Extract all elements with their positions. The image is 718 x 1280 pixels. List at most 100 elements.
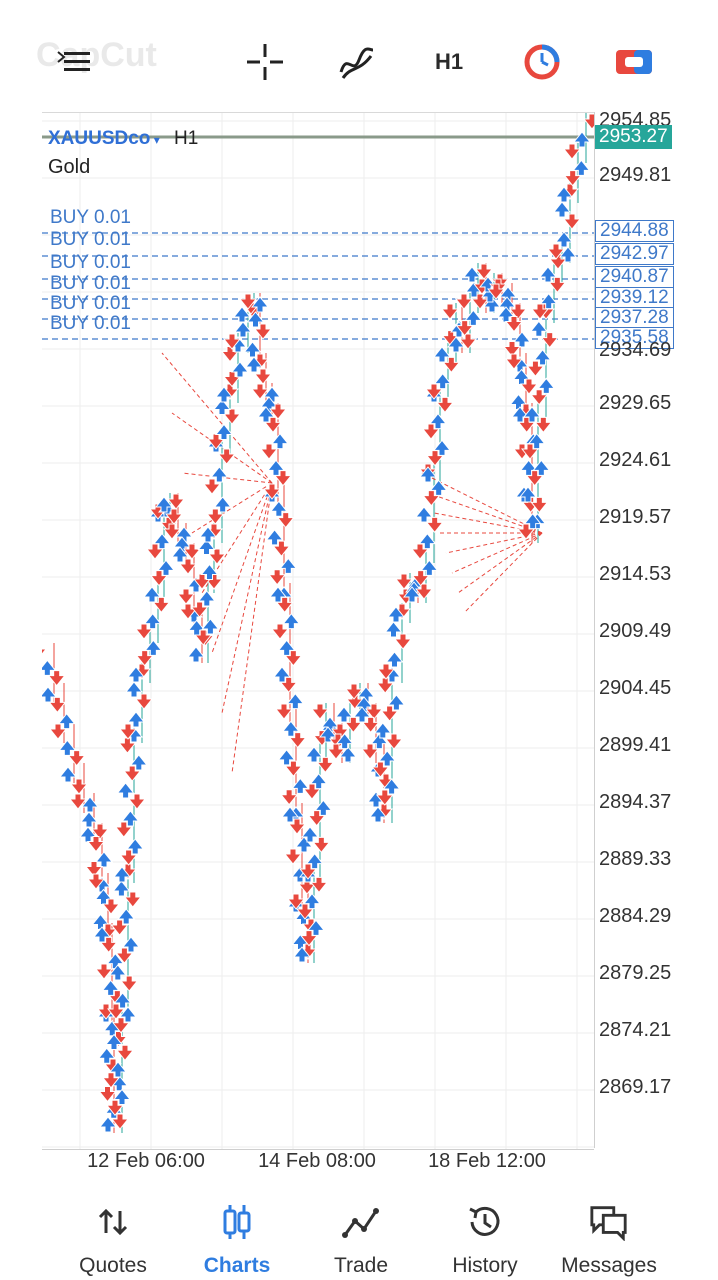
nav-charts[interactable]: Charts <box>172 1180 302 1280</box>
price-chart[interactable] <box>42 113 594 1149</box>
buy-arrow-icon <box>300 826 320 843</box>
price-axis: 2954.85 2953.27 2949.81 2929.65 2924.61 291… <box>594 109 718 1148</box>
nav-messages[interactable]: Messages <box>544 1180 674 1280</box>
nav-quotes[interactable]: Quotes <box>48 1180 178 1280</box>
buy-arrow-icon <box>305 852 324 870</box>
sell-arrow-icon <box>262 483 282 500</box>
nav-trade[interactable]: Trade <box>296 1180 426 1280</box>
position-price-tag: 2937.28 <box>595 307 674 329</box>
buy-arrow-icon <box>302 892 322 910</box>
sell-arrow-icon <box>530 389 549 406</box>
sell-arrow-icon <box>98 1086 117 1103</box>
trade-button[interactable] <box>610 38 658 86</box>
sell-arrow-icon <box>312 836 331 854</box>
sell-arrow-icon <box>474 263 494 280</box>
sell-arrow-icon <box>279 676 298 694</box>
sell-arrow-icon <box>238 293 258 310</box>
sell-arrow-icon <box>508 303 528 320</box>
buy-arrow-icon <box>246 311 265 328</box>
sell-arrow-icon <box>295 903 315 920</box>
buy-arrow-icon <box>428 412 448 430</box>
buy-position-label[interactable]: BUY 0.01 <box>50 229 131 250</box>
sell-arrow-icon <box>123 891 142 908</box>
sell-arrow-icon <box>435 396 455 414</box>
sell-arrow-icon <box>176 588 196 605</box>
buy-arrow-icon <box>266 459 286 476</box>
sell-arrow-icon <box>364 703 384 720</box>
trade-link-line <box>231 482 273 774</box>
price-label: 2869.17 <box>599 1076 672 1098</box>
buy-arrow-icon <box>269 500 288 517</box>
chart-timeframe: H1 <box>174 128 199 149</box>
sell-arrow-icon <box>90 823 110 840</box>
buy-arrow-icon <box>94 851 114 868</box>
sell-arrow-icon <box>68 793 88 810</box>
sell-arrow-icon <box>486 283 506 300</box>
buy-arrow-icon <box>418 466 438 483</box>
sell-arrow-icon <box>270 623 290 640</box>
buy-arrow-icon <box>143 612 162 630</box>
sell-arrow-icon <box>162 523 182 540</box>
buy-arrow-icon <box>529 320 548 337</box>
timer-button[interactable] <box>518 38 566 86</box>
price-label: 2914.53 <box>599 563 672 585</box>
nav-label: Trade <box>333 1254 389 1277</box>
sell-arrow-icon <box>192 573 212 590</box>
sell-arrow-icon <box>504 353 524 370</box>
sell-arrow-icon <box>421 423 441 440</box>
buy-arrow-icon <box>352 706 372 723</box>
sell-arrow-icon <box>182 543 202 560</box>
buy-position-label[interactable]: BUY 0.01 <box>50 252 131 273</box>
sell-arrow-icon <box>440 303 460 320</box>
buy-position-label[interactable]: BUY 0.01 <box>50 273 131 294</box>
buy-position-label[interactable]: BUY 0.01 <box>50 207 131 228</box>
timer-icon <box>524 44 560 80</box>
nav-history[interactable]: History <box>420 1180 550 1280</box>
buy-arrow-icon <box>554 231 574 248</box>
sell-arrow-icon <box>326 743 346 760</box>
sell-arrow-icon <box>48 696 67 714</box>
bottom-nav: Quotes Charts Trade <box>0 1180 718 1280</box>
buy-arrow-icon <box>306 919 326 936</box>
menu-button[interactable] <box>52 38 100 86</box>
sell-arrow-icon <box>287 818 307 835</box>
crosshair-button[interactable] <box>241 38 289 86</box>
buy-arrow-icon <box>539 292 558 310</box>
chart-area[interactable] <box>42 112 594 1150</box>
trade-link-line <box>433 512 543 534</box>
trade-line-icon <box>341 1202 381 1242</box>
sell-arrow-icon <box>360 743 380 760</box>
sell-arrow-icon <box>67 750 86 767</box>
buy-position-label[interactable]: BUY 0.01 <box>50 313 131 334</box>
sell-arrow-icon <box>371 761 390 778</box>
buy-position-label[interactable]: BUY 0.01 <box>50 293 131 314</box>
buy-arrow-icon <box>280 806 300 823</box>
sell-arrow-icon <box>105 1099 125 1117</box>
sell-arrow-icon <box>425 450 445 467</box>
buy-arrow-icon <box>418 532 437 550</box>
sell-arrow-icon <box>361 716 380 734</box>
buy-arrow-icon <box>187 619 206 636</box>
buy-arrow-icon <box>142 586 162 603</box>
buy-arrow-icon <box>498 286 518 303</box>
trade-link-line <box>191 482 273 534</box>
sell-arrow-icon <box>106 1003 126 1020</box>
sell-arrow-icon <box>206 433 226 450</box>
sell-arrow-icon <box>222 371 242 388</box>
indicators-button[interactable] <box>333 38 381 86</box>
sell-arrow-icon <box>202 478 222 495</box>
buy-arrow-icon <box>268 586 288 603</box>
sell-arrow-icon <box>275 596 294 614</box>
symbol-selector[interactable]: XAUUSDco ▾ <box>48 128 160 150</box>
sell-arrow-icon <box>548 276 567 294</box>
buy-arrow-icon <box>309 772 328 790</box>
time-axis: 12 Feb 06:00 14 Feb 08:00 18 Feb 12:00 <box>42 1148 594 1178</box>
sell-arrow-icon <box>118 737 137 754</box>
sell-arrow-icon <box>134 623 154 640</box>
price-label: 2884.29 <box>599 905 672 927</box>
sell-arrow-icon <box>504 316 524 333</box>
buy-arrow-icon <box>446 336 466 353</box>
buy-arrow-icon <box>366 791 386 808</box>
buy-arrow-icon <box>433 372 452 390</box>
timeframe-button[interactable]: H1 <box>434 49 464 74</box>
